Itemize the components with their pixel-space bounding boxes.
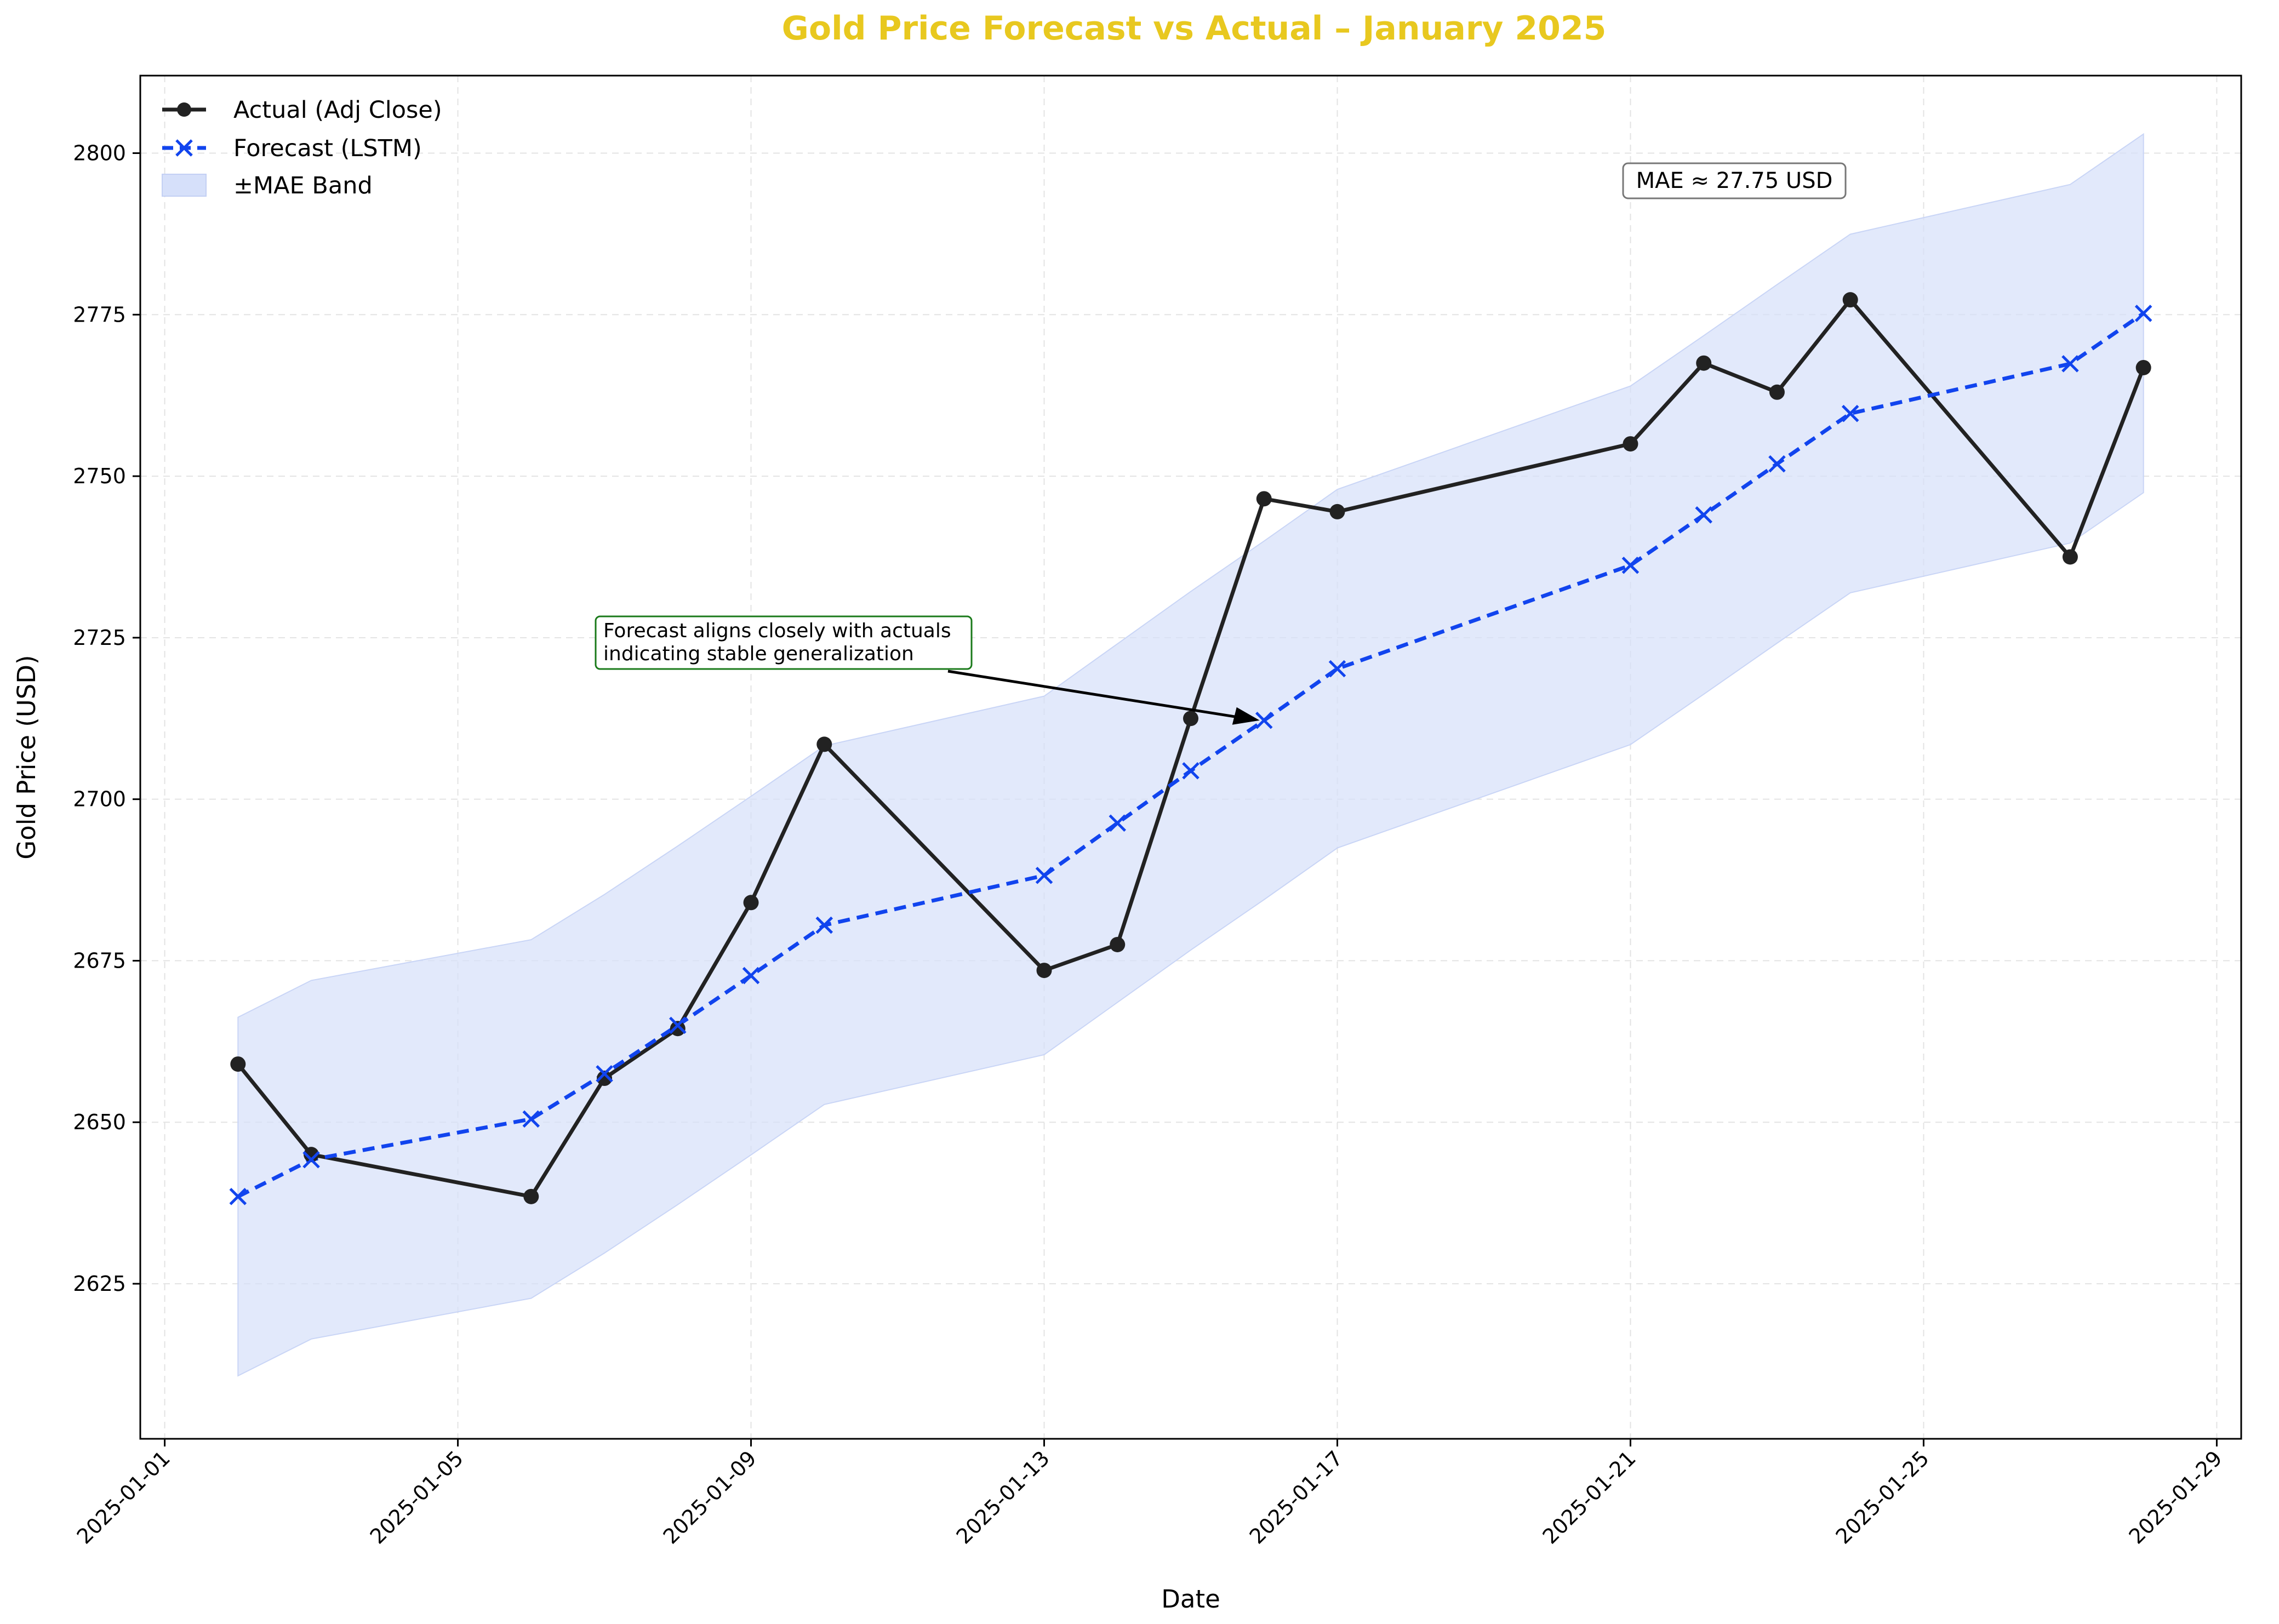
forecast-point <box>302 1151 320 1169</box>
y-tick-label: 2650 <box>73 1110 126 1134</box>
mae-annotation: MAE ≈ 27.75 USD <box>1622 162 1847 199</box>
legend-actual-marker-icon <box>177 102 191 117</box>
forecast-point <box>1035 867 1053 884</box>
actual-point <box>1036 963 1052 979</box>
forecast-point <box>522 1110 540 1128</box>
annotation-line-2: indicating stable generalization <box>603 643 914 665</box>
forecast-point <box>742 967 760 985</box>
y-tick-label: 2775 <box>73 302 126 327</box>
annotation-line-1: Forecast aligns closely with actuals <box>603 620 951 642</box>
actual-point <box>1329 504 1345 519</box>
legend: Actual (Adj Close) Forecast (LSTM) ±MAE … <box>162 96 442 199</box>
legend-forecast-marker-icon <box>175 139 193 157</box>
legend-band-label: ±MAE Band <box>233 172 373 199</box>
y-tick-label: 2725 <box>73 626 126 650</box>
forecast-point <box>669 1016 687 1034</box>
legend-band-swatch-icon <box>162 174 207 197</box>
forecast-point <box>596 1065 613 1083</box>
actual-point <box>597 1071 613 1087</box>
legend-forecast-label: Forecast (LSTM) <box>233 135 422 162</box>
plot-frame <box>139 75 2242 1440</box>
forecast-point <box>1109 814 1127 832</box>
y-tick-label: 2625 <box>73 1272 126 1296</box>
actual-point <box>1623 436 1638 452</box>
actual-point <box>1110 936 1126 952</box>
mae-annotation-text: MAE ≈ 27.75 USD <box>1636 168 1833 193</box>
forecast-point <box>229 1188 247 1205</box>
actual-point <box>523 1188 539 1204</box>
series-layer <box>229 292 2152 1205</box>
actual-point <box>2135 359 2151 375</box>
y-tick-label: 2750 <box>73 464 126 488</box>
forecast-annotation: Forecast aligns closely with actuals ind… <box>595 615 1260 725</box>
y-tick-label: 2675 <box>73 948 126 973</box>
forecast-point <box>1621 557 1640 574</box>
actual-point <box>304 1147 319 1163</box>
forecast-point <box>2061 355 2079 373</box>
actual-point <box>743 895 759 911</box>
actual-point <box>1183 711 1198 727</box>
actual-point <box>230 1056 246 1072</box>
forecast-point <box>1695 506 1712 524</box>
forecast-point <box>2134 305 2152 322</box>
forecast-point <box>1841 404 1859 422</box>
forecast-point <box>1182 762 1200 780</box>
actual-point <box>2062 549 2078 565</box>
y-axis-label: Gold Price (USD) <box>12 655 41 859</box>
forecast-point <box>815 916 833 934</box>
forecast-point <box>1328 660 1346 678</box>
chart-title: Gold Price Forecast vs Actual – January … <box>782 9 1607 48</box>
x-axis-label: Date <box>1161 1585 1220 1614</box>
actual-point <box>1256 491 1272 507</box>
forecast-point <box>1768 455 1786 473</box>
actual-point <box>816 736 832 752</box>
y-tick-label: 2700 <box>73 787 126 811</box>
actual-series-line <box>236 298 2145 1199</box>
y-tick-label: 2800 <box>73 141 126 165</box>
actual-point <box>670 1021 686 1037</box>
actual-point <box>1696 355 1712 371</box>
actual-point <box>1769 384 1785 400</box>
actual-point <box>1842 292 1858 308</box>
forecast-series-line <box>237 312 2145 1198</box>
legend-actual-label: Actual (Adj Close) <box>233 96 442 124</box>
forecast-point <box>1255 712 1273 729</box>
